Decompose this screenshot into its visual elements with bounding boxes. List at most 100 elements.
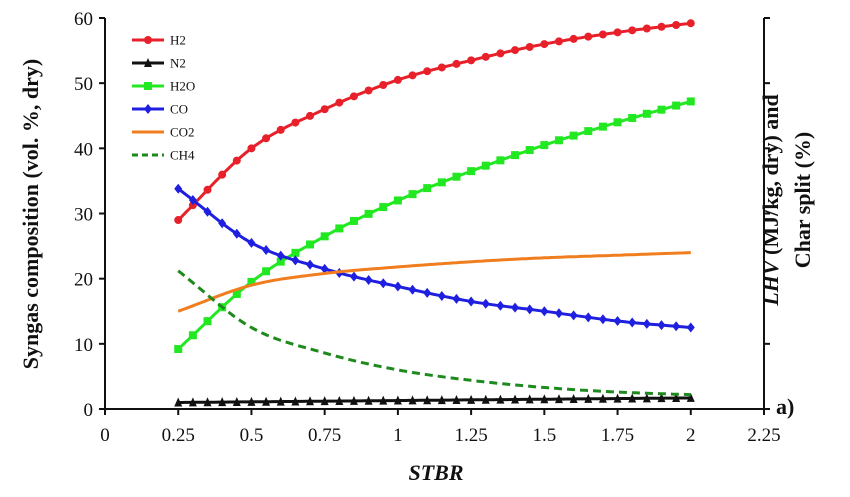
legend-label: CO [170,102,188,117]
legend-label: N2 [170,56,186,71]
data-point [144,82,152,90]
data-point [232,396,241,406]
data-point [306,240,315,249]
legend-item-h2: H2 [132,33,186,48]
data-point [320,105,329,114]
series-co2-line [177,251,691,313]
data-point [540,306,549,317]
data-point [657,393,666,403]
data-point [540,394,549,404]
data-point [218,397,227,407]
data-point [437,178,446,187]
data-point [467,394,476,404]
data-point [379,278,388,289]
data-point [393,395,402,405]
data-point [174,216,183,225]
data-point [247,396,256,406]
data-point [291,255,300,266]
legend-item-n2: N2 [132,56,186,71]
data-point [306,259,315,270]
series-h2o-line [174,97,695,354]
data-point [672,321,681,332]
data-point [349,92,358,101]
data-point [686,322,695,333]
data-point [364,86,373,95]
data-point [335,224,344,233]
data-point [686,392,695,402]
y-axis-title: Syngas composition (vol. %, dry) [18,59,43,369]
data-point [218,218,227,229]
data-point [613,393,622,403]
series-ch4-path [177,269,691,397]
data-point [452,59,461,68]
data-point [320,396,329,406]
y-tick-label: 10 [74,335,93,356]
data-point [335,396,344,406]
panel-label: a) [776,394,794,419]
data-point [174,397,183,407]
x-tick-label: 2.25 [747,425,780,446]
data-point [276,396,285,406]
data-point [452,293,461,304]
data-point [203,397,212,407]
data-point [584,393,593,403]
data-point [642,24,651,33]
data-point [452,172,461,181]
data-point [686,19,695,28]
data-point [144,104,152,114]
data-point [423,395,432,405]
data-point [437,63,446,72]
data-point [569,131,578,140]
secondary-y-axis-title-rest: (MJ/kg, dry) and [758,94,783,255]
data-point [642,393,651,403]
data-point [569,34,578,43]
data-point [393,75,402,84]
series-layer [174,19,695,407]
x-tick-label: 1 [393,425,403,446]
data-point [672,101,681,110]
x-tick-label: 0.75 [308,425,341,446]
legend: H2 N2 H2O CO CO2 CH4 [132,33,195,163]
legend-label: H2O [170,79,195,94]
data-point [525,304,534,315]
data-point [481,161,490,170]
legend-item-co: CO [132,102,188,117]
data-point [525,146,534,155]
data-point [613,316,622,327]
y-tick-label: 20 [74,270,93,291]
data-point [452,395,461,405]
data-point [203,317,212,326]
data-point [511,151,520,160]
data-point [423,184,432,193]
data-point [598,314,607,325]
data-point [598,393,607,403]
legend-item-ch4: CH4 [132,148,195,163]
data-point [232,228,241,239]
data-point [554,394,563,404]
data-point [379,80,388,89]
data-point [349,271,358,282]
y-axis-ticks: 0 10 20 30 40 50 60 [74,9,770,421]
data-point [262,134,271,143]
data-point [584,312,593,323]
data-point [642,318,651,329]
series-co-path [177,187,691,329]
data-point [379,395,388,405]
data-point [554,136,563,145]
data-point [262,244,271,255]
data-point [218,170,227,179]
series-n2-line [174,392,695,407]
data-point [657,320,666,331]
data-point [496,300,505,311]
data-point [291,118,300,127]
data-point [642,109,651,118]
x-tick-label: 0.5 [240,425,264,446]
data-point [320,232,329,241]
data-point [598,30,607,39]
data-point [496,394,505,404]
data-point [496,156,505,165]
data-point [320,263,329,274]
data-point [188,331,197,340]
x-tick-label: 1.75 [601,425,634,446]
x-tick-label: 2 [686,425,696,446]
